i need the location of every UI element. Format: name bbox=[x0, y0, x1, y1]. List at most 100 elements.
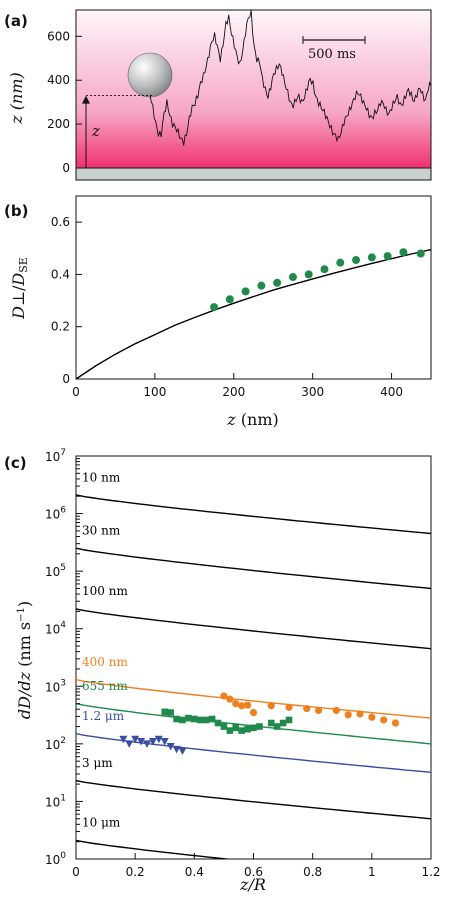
orange-data-point bbox=[303, 704, 311, 713]
panel-a-frame bbox=[75, 9, 432, 181]
green-data-point bbox=[179, 716, 186, 724]
family-curve bbox=[76, 608, 431, 650]
orange-data-point bbox=[232, 700, 240, 708]
green-data-point bbox=[279, 719, 287, 727]
blue-data-point bbox=[178, 747, 187, 756]
orange-data-point bbox=[314, 706, 323, 715]
green-data-point bbox=[232, 724, 240, 732]
panel-a-label: (a) bbox=[4, 12, 28, 30]
panel-b-x-tick-label: 300 bbox=[301, 385, 324, 399]
orange-data-point bbox=[226, 695, 234, 703]
orange-data-point bbox=[380, 716, 388, 724]
panel-b: 0 100 200 300 400 0 0.2 0.4 0.6 D⊥/DSE z (nm) bbox=[9, 195, 432, 429]
panel-c: 10 nm 30 nm 100 nm 400 nm 655 nm 1.2 μm 3 μm 10… bbox=[15, 448, 441, 894]
panel-c-y-axis-label: dD/dz (nm s−1) bbox=[15, 601, 34, 719]
panel-b-y-axis-label: D⊥/DSE bbox=[9, 257, 30, 320]
family-curve bbox=[76, 839, 233, 859]
green-data-point bbox=[202, 716, 210, 724]
panel-c-label: (c) bbox=[4, 454, 27, 472]
orange-data-point bbox=[356, 710, 364, 718]
family-curve bbox=[76, 779, 431, 820]
panel-b-x-tick-label: 100 bbox=[143, 385, 166, 399]
green-data-point bbox=[267, 719, 275, 727]
blue-data-point bbox=[154, 735, 163, 744]
panel-c-y-tick-label: 102 bbox=[45, 736, 66, 752]
green-data-point bbox=[185, 714, 192, 722]
green-data-point bbox=[196, 716, 204, 724]
family-curve-label: 655 nm bbox=[82, 679, 128, 693]
green-data-point bbox=[238, 727, 245, 734]
data-point bbox=[336, 258, 345, 267]
family-curve-label: 30 nm bbox=[82, 523, 121, 537]
panel-c-x-tick-label: 0.6 bbox=[244, 865, 263, 879]
panel-c-y-tick-label: 107 bbox=[45, 448, 66, 464]
blue-data-point bbox=[131, 735, 140, 744]
orange-data-point bbox=[285, 703, 293, 711]
panel-b-y-tick-label: 0.4 bbox=[51, 267, 70, 281]
green-data-point bbox=[285, 716, 293, 724]
panel-c-x-tick-label: 0.8 bbox=[303, 865, 322, 879]
data-point bbox=[416, 249, 425, 258]
scale-bar-label: 500 ms bbox=[308, 47, 356, 62]
blue-data-point bbox=[119, 735, 128, 744]
family-curve-label: 1.2 μm bbox=[82, 709, 125, 723]
family-curve-label: 10 μm bbox=[82, 816, 121, 830]
green-data-point bbox=[161, 708, 169, 716]
family-curve bbox=[76, 547, 431, 590]
blue-data-point bbox=[143, 740, 151, 748]
blue-data-point bbox=[148, 737, 157, 746]
data-point bbox=[210, 303, 219, 312]
green-data-point bbox=[167, 709, 174, 716]
green-data-point bbox=[220, 723, 228, 730]
theory-curve bbox=[75, 248, 432, 380]
green-data-point bbox=[244, 725, 251, 733]
measured-series bbox=[119, 692, 400, 756]
panel-c-x-tick-label: 1.2 bbox=[421, 865, 440, 879]
orange-data-point bbox=[368, 713, 376, 721]
family-curve-label: 10 nm bbox=[82, 470, 121, 484]
family-curve bbox=[76, 679, 431, 719]
panel-a-y-tick-label: 600 bbox=[47, 29, 70, 43]
family-curve bbox=[76, 494, 431, 535]
panel-a-background bbox=[76, 10, 431, 168]
panel-b-ticks: 0 100 200 300 400 0 0.2 0.4 0.6 bbox=[51, 215, 403, 399]
wall bbox=[76, 168, 431, 180]
panel-a-y-tick-label: 200 bbox=[47, 117, 70, 131]
data-point bbox=[304, 270, 313, 279]
blue-data-point bbox=[125, 740, 134, 748]
data-point bbox=[352, 256, 361, 265]
data-point bbox=[399, 248, 408, 257]
orange-data-point bbox=[243, 701, 252, 709]
panel-c-y-tick-label: 103 bbox=[45, 678, 66, 694]
panel-b-y-tick-label: 0.6 bbox=[51, 215, 70, 229]
green-data-point bbox=[173, 715, 180, 723]
data-point bbox=[273, 278, 282, 287]
panel-c-ticks: 0 0.2 0.4 0.6 0.8 1 1.2 100 101 102 103 104 105 106 10… bbox=[45, 448, 441, 879]
blue-data-point bbox=[137, 737, 146, 746]
orange-data-point bbox=[344, 711, 352, 719]
sphere-icon bbox=[127, 52, 173, 98]
panel-c-y-tick-label: 106 bbox=[45, 506, 66, 522]
panel-a-y-ticks: 0 200 400 600 bbox=[47, 29, 82, 175]
panel-b-frame bbox=[75, 195, 432, 380]
orange-data-point bbox=[332, 706, 340, 715]
blue-data-point bbox=[172, 745, 181, 754]
panel-b-x-axis-label: z (nm) bbox=[226, 410, 278, 429]
green-data-point bbox=[226, 727, 234, 734]
family-curve-label: 400 nm bbox=[82, 655, 128, 669]
data-point bbox=[257, 281, 266, 290]
panel-b-label: (b) bbox=[4, 202, 28, 220]
height-marker-label: z bbox=[91, 122, 100, 140]
panel-c-frame bbox=[75, 455, 432, 860]
panel-b-y-tick-label: 0.2 bbox=[51, 320, 70, 334]
panel-c-x-tick-label: 0.4 bbox=[185, 865, 204, 879]
panel-c-y-tick-label: 100 bbox=[45, 851, 66, 867]
data-point bbox=[241, 287, 250, 296]
family-curve-label: 100 nm bbox=[82, 584, 128, 598]
green-data-point bbox=[214, 719, 222, 727]
blue-data-point bbox=[160, 737, 169, 746]
data-point bbox=[288, 273, 297, 282]
family-curve-label: 3 μm bbox=[82, 756, 113, 770]
orange-data-point bbox=[391, 719, 400, 727]
panel-a-y-axis-label: z (nm) bbox=[7, 72, 26, 124]
